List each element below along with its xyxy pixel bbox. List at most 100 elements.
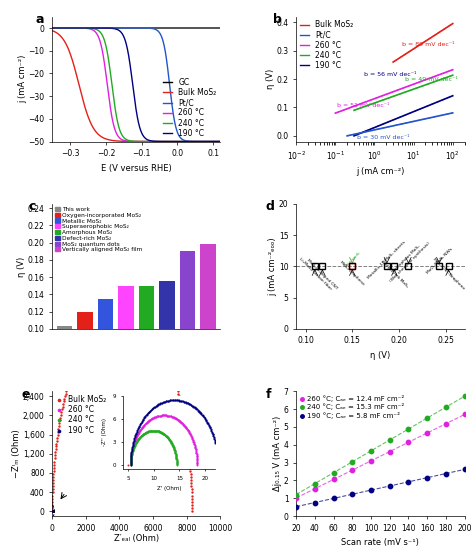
Bar — [201, 244, 216, 415]
260 °C — [49, 507, 56, 516]
Bulk MoS₂ — [135, 314, 143, 322]
260 °C — [48, 507, 56, 516]
240 °C — [48, 507, 56, 516]
Bulk MoS₂ — [151, 330, 158, 339]
190 °C — [48, 507, 56, 516]
260 °C — [48, 507, 56, 516]
240 °C — [48, 507, 56, 516]
Bulk MoS₂ — [161, 349, 168, 358]
Bulk MoS₂ — [58, 405, 66, 414]
Bulk MoS₂ — [59, 402, 66, 411]
240 °C — [49, 507, 56, 516]
240 °C — [48, 507, 56, 516]
Bulk MoS₂ — [181, 419, 189, 428]
Bulk MoS₂ — [162, 351, 169, 360]
240 °C; Cₐₑ = 15.3 mF cm⁻² — [442, 403, 450, 412]
260 °C — [49, 507, 56, 516]
260 °C — [48, 507, 56, 516]
190 °C — [49, 507, 56, 516]
Bulk MoS₂ — [66, 375, 73, 384]
240 °C — [48, 507, 56, 516]
Bulk MoS₂ — [145, 322, 152, 331]
Bulk MoS₂ — [167, 365, 175, 374]
260 °C — [49, 507, 56, 516]
260 °C — [48, 507, 56, 516]
240 °C — [48, 507, 56, 516]
Bulk MoS₂ — [55, 419, 63, 428]
260 °C — [49, 507, 56, 516]
Bulk MoS₂ — [49, 478, 57, 487]
240 °C — [48, 507, 56, 516]
190 °C — [48, 507, 56, 516]
Bulk MoS₂ — [188, 482, 195, 491]
190 °C — [49, 507, 56, 516]
240 °C — [48, 507, 56, 516]
190 °C — [49, 507, 56, 516]
240 °C — [48, 507, 56, 516]
260 °C — [48, 507, 56, 516]
190 °C — [48, 507, 56, 516]
Bulk MoS₂ — [188, 504, 196, 513]
Bulk MoS₂ — [178, 402, 185, 411]
240 °C — [48, 507, 56, 516]
190 °C — [48, 507, 56, 516]
260 °C — [49, 507, 56, 516]
Bulk MoS₂ — [50, 463, 58, 472]
260 °C — [48, 507, 56, 516]
Bulk MoS₂ — [59, 400, 67, 408]
240 °C — [48, 507, 56, 516]
190 °C — [49, 507, 56, 516]
190 °C — [48, 507, 56, 516]
Bulk MoS₂ — [171, 375, 178, 384]
Bulk MoS₂ — [120, 307, 128, 316]
X-axis label: Z′ₑₐₗ (Ohm): Z′ₑₐₗ (Ohm) — [114, 534, 159, 543]
190 °C — [49, 507, 56, 516]
260 °C — [48, 507, 56, 516]
Bulk MoS₂ — [103, 312, 111, 321]
190 °C — [49, 507, 56, 516]
260 °C — [48, 507, 56, 516]
190 °C — [48, 507, 56, 516]
190 °C — [48, 507, 56, 516]
240 °C — [48, 507, 56, 516]
240 °C — [48, 507, 56, 516]
240 °C — [48, 507, 56, 516]
190 °C; Cₐₑ = 5.8 mF cm⁻² — [367, 486, 375, 495]
190 °C — [48, 507, 56, 516]
260 °C — [48, 507, 56, 516]
Text: b = 56 mV dec⁻¹: b = 56 mV dec⁻¹ — [365, 72, 417, 77]
Bulk MoS₂ — [176, 395, 183, 403]
240 °C — [49, 507, 56, 516]
260 °C — [48, 507, 56, 516]
Legend: 260 °C; Cₐₑ = 12.4 mF cm⁻², 240 °C; Cₐₑ = 15.3 mF cm⁻², 190 °C; Cₐₑ = 5.8 mF cm⁻: 260 °C; Cₐₑ = 12.4 mF cm⁻², 240 °C; Cₐₑ … — [300, 395, 405, 418]
190 °C — [48, 507, 56, 516]
260 °C — [49, 507, 56, 516]
240 °C — [48, 507, 56, 516]
240 °C — [48, 507, 56, 516]
190 °C — [49, 507, 56, 516]
240 °C — [48, 507, 56, 516]
240 °C — [49, 507, 56, 516]
190 °C — [48, 507, 56, 516]
Bulk MoS₂ — [138, 316, 146, 325]
260 °C — [49, 507, 56, 516]
190 °C — [48, 507, 56, 516]
Text: b = 49 mV dec⁻¹: b = 49 mV dec⁻¹ — [405, 77, 458, 82]
260 °C — [48, 507, 56, 516]
190 °C — [48, 507, 56, 516]
Text: b = 51 mV dec⁻¹: b = 51 mV dec⁻¹ — [337, 103, 390, 108]
240 °C — [48, 507, 56, 516]
240 °C — [48, 507, 56, 516]
260 °C; Cₐₑ = 12.4 mF cm⁻² — [330, 475, 337, 484]
260 °C — [48, 507, 56, 516]
260 °C — [49, 507, 56, 516]
190 °C — [49, 507, 56, 516]
Bulk MoS₂ — [183, 433, 191, 442]
260 °C — [49, 507, 56, 516]
240 °C — [48, 507, 56, 516]
240 °C — [48, 507, 56, 516]
240 °C — [48, 507, 56, 516]
Text: b: b — [273, 13, 282, 26]
260 °C; Cₐₑ = 12.4 mF cm⁻² — [405, 438, 412, 447]
240 °C — [48, 507, 56, 516]
